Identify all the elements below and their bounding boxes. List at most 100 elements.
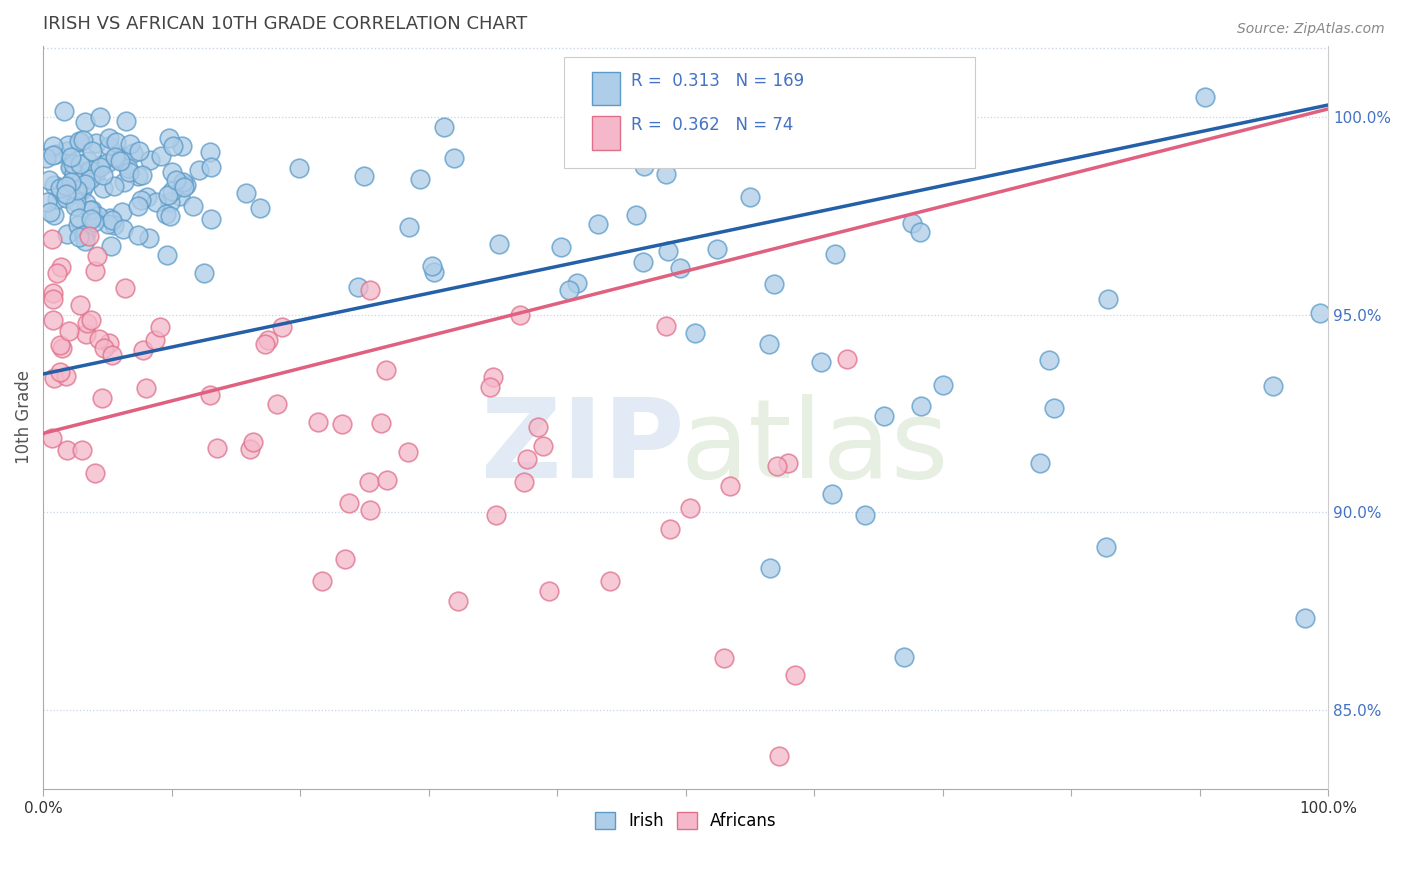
Point bbox=[136, 190, 159, 204]
Point bbox=[127, 227, 149, 242]
Point bbox=[821, 486, 844, 500]
Point bbox=[67, 211, 90, 226]
Point bbox=[824, 247, 846, 261]
Point bbox=[44, 208, 66, 222]
Point bbox=[59, 175, 82, 189]
Point bbox=[135, 381, 157, 395]
Point bbox=[111, 222, 134, 236]
Point bbox=[118, 137, 141, 152]
Point bbox=[1263, 379, 1285, 393]
Point bbox=[157, 130, 180, 145]
Point bbox=[105, 135, 128, 149]
Point bbox=[657, 244, 679, 259]
Point bbox=[257, 333, 280, 347]
Point bbox=[758, 336, 780, 351]
Point bbox=[170, 178, 193, 193]
Point bbox=[38, 173, 60, 187]
Point bbox=[631, 255, 654, 269]
Point bbox=[97, 138, 120, 153]
Point bbox=[90, 158, 112, 172]
Point bbox=[537, 584, 560, 599]
Point bbox=[533, 439, 555, 453]
Point bbox=[679, 500, 702, 515]
Point bbox=[56, 138, 79, 153]
Point bbox=[423, 265, 446, 279]
Point bbox=[242, 435, 264, 450]
Point bbox=[131, 343, 153, 357]
Point bbox=[97, 217, 120, 231]
Point bbox=[83, 169, 105, 183]
Point bbox=[96, 156, 118, 170]
Point bbox=[169, 188, 191, 202]
Point bbox=[51, 260, 73, 274]
Point bbox=[108, 154, 131, 169]
Point bbox=[93, 341, 115, 355]
Point bbox=[114, 281, 136, 295]
Point bbox=[55, 178, 77, 193]
Point bbox=[482, 369, 505, 384]
Point bbox=[205, 441, 228, 455]
Point bbox=[353, 169, 375, 183]
Point bbox=[138, 231, 160, 245]
Point bbox=[1194, 90, 1216, 104]
Point bbox=[101, 212, 124, 227]
Point bbox=[249, 201, 271, 215]
Point bbox=[155, 207, 177, 221]
Point bbox=[89, 111, 111, 125]
Point bbox=[143, 333, 166, 347]
Point bbox=[853, 508, 876, 523]
Point bbox=[86, 136, 108, 150]
Point bbox=[55, 442, 77, 457]
Point bbox=[159, 195, 181, 210]
Point bbox=[526, 420, 548, 434]
Point bbox=[783, 668, 806, 682]
Point bbox=[97, 131, 120, 145]
Point bbox=[80, 313, 103, 327]
Point bbox=[42, 178, 65, 192]
Point bbox=[932, 377, 955, 392]
Point bbox=[173, 179, 195, 194]
Point bbox=[69, 157, 91, 171]
Point bbox=[112, 153, 135, 168]
Point bbox=[42, 313, 65, 327]
Point bbox=[45, 147, 67, 161]
Point bbox=[485, 508, 508, 522]
Point bbox=[73, 115, 96, 129]
Point bbox=[837, 351, 859, 366]
Point bbox=[162, 139, 184, 153]
Point bbox=[270, 319, 292, 334]
Point bbox=[53, 103, 76, 118]
Point bbox=[103, 219, 125, 233]
Point bbox=[443, 151, 465, 165]
Point bbox=[145, 194, 167, 209]
Point bbox=[75, 196, 97, 211]
Point bbox=[768, 749, 790, 764]
Point bbox=[685, 326, 707, 340]
Text: Source: ZipAtlas.com: Source: ZipAtlas.com bbox=[1237, 22, 1385, 37]
Point bbox=[160, 165, 183, 179]
Point bbox=[239, 442, 262, 457]
Point bbox=[311, 574, 333, 588]
Legend: Irish, Africans: Irish, Africans bbox=[588, 805, 783, 837]
Point bbox=[810, 355, 832, 369]
Point bbox=[172, 175, 194, 189]
Point bbox=[42, 138, 65, 153]
Point bbox=[79, 203, 101, 218]
Point bbox=[150, 149, 173, 163]
Text: R =  0.313   N = 169: R = 0.313 N = 169 bbox=[630, 71, 804, 89]
Point bbox=[63, 166, 86, 180]
Point bbox=[69, 298, 91, 312]
Point bbox=[165, 173, 187, 187]
Point bbox=[1294, 611, 1316, 625]
Point bbox=[84, 264, 107, 278]
Point bbox=[67, 134, 90, 148]
Point bbox=[45, 266, 67, 280]
Point bbox=[77, 228, 100, 243]
Point bbox=[335, 552, 357, 566]
Point bbox=[266, 397, 288, 411]
Point bbox=[763, 277, 786, 292]
Point bbox=[488, 237, 510, 252]
Y-axis label: 10th Grade: 10th Grade bbox=[15, 370, 32, 465]
Point bbox=[55, 187, 77, 202]
Point bbox=[49, 186, 72, 200]
